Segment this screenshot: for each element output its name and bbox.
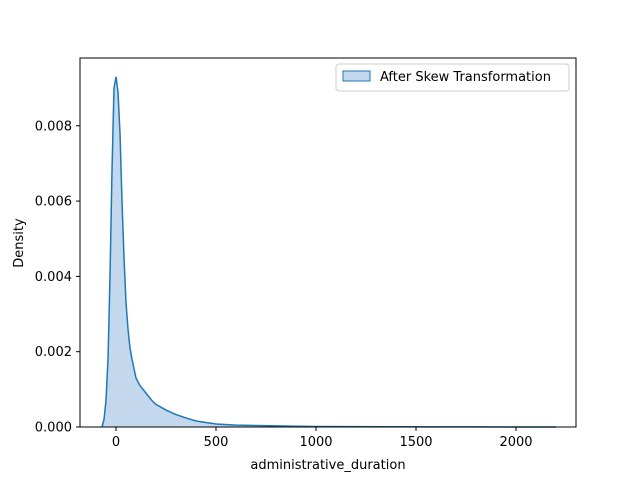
- x-tick-label: 0: [112, 435, 120, 450]
- legend-swatch: [342, 70, 371, 82]
- density-area-0: [102, 76, 556, 427]
- y-tick-label: 0.004: [35, 270, 72, 285]
- x-tick-label: 500: [204, 435, 229, 450]
- y-tick-label: 0.006: [35, 195, 72, 210]
- y-tick-label: 0.008: [35, 119, 72, 134]
- x-tick-label: 1500: [399, 435, 432, 450]
- y-axis-ticks: 0.000 0.002 0.004 0.006 0.008: [35, 119, 80, 436]
- plot-marks: [101, 76, 557, 428]
- y-tick-label: 0.002: [35, 345, 72, 360]
- x-axis-ticks: 0 500 1000 1500 2000: [112, 427, 533, 450]
- density-line-0: [101, 76, 557, 428]
- plot-frame: [79, 57, 577, 428]
- legend-label: After Skew Transformation: [380, 70, 551, 85]
- x-tick-label: 1000: [299, 435, 332, 450]
- y-axis-label: Density: [12, 218, 27, 268]
- legend: After Skew Transformation: [335, 63, 570, 92]
- x-axis-label: administrative_duration: [250, 458, 405, 473]
- y-tick-label: 0.000: [35, 421, 72, 436]
- x-tick-label: 2000: [499, 435, 532, 450]
- legend-box: [335, 63, 570, 92]
